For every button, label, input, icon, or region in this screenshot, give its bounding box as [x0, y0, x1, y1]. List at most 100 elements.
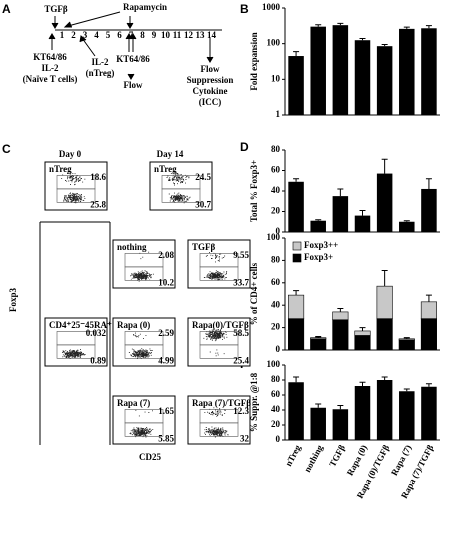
error-bar	[337, 22, 344, 26]
gate-lower-value: 0.89	[90, 355, 106, 365]
x-tick-label: TGFβ	[327, 443, 347, 468]
bar-segment	[376, 285, 393, 319]
legend-label: Foxp3+	[304, 252, 333, 262]
bar-segment	[310, 337, 327, 340]
gate-lower-value: 4.99	[158, 355, 174, 365]
end-label: Flow	[201, 64, 220, 74]
gate-lower	[199, 266, 239, 281]
gate-upper-value: 2.59	[158, 328, 174, 338]
gate-upper-value: 24.5	[195, 172, 211, 182]
error-bar	[337, 188, 344, 197]
flow-plot: nothing 2.08 10.2	[112, 239, 176, 289]
error-bar	[425, 178, 432, 189]
dots	[166, 172, 191, 204]
gate-lower	[124, 266, 164, 281]
error-bar	[381, 158, 388, 174]
plot-label: nTreg	[49, 164, 72, 174]
plot-label: CD4⁺25⁻45RA⁺	[49, 320, 112, 330]
y-tick-label: 40	[271, 185, 281, 195]
dots	[204, 407, 229, 438]
day-label: 5	[106, 30, 111, 40]
y-tick-label: 80	[271, 374, 281, 384]
y-tick-label: 60	[271, 277, 281, 287]
y-axis-label: % of CD4+ cells	[249, 262, 259, 325]
rapamycin-label: Rapamycin	[123, 2, 167, 12]
gate-lower	[161, 188, 201, 203]
y-tick-label: 0	[276, 434, 281, 444]
gate-lower-value: 32	[240, 433, 250, 443]
end-label: Suppression	[187, 75, 234, 85]
gate-lower-value: 30.7	[195, 199, 211, 209]
day-label: 14	[207, 30, 217, 40]
gate-lower-value: 25.4	[233, 355, 249, 365]
cd25-label: CD25	[139, 452, 161, 462]
error-bar	[381, 269, 388, 287]
bar-segment	[420, 318, 437, 351]
error-bar	[425, 25, 432, 29]
il2-label: (nTreg)	[86, 68, 115, 78]
panel-label: C	[2, 142, 11, 156]
y-axis-label: Total % Foxp3+	[249, 160, 259, 222]
flow-plot: CD4⁺25⁻45RA⁺0.032 0.89	[44, 317, 112, 367]
x-tick-label: Rapa (0)	[345, 443, 369, 477]
bar-segment	[332, 311, 349, 321]
gate-lower-value: 5.85	[158, 433, 174, 443]
y-tick-label: 1000	[262, 2, 281, 12]
error-bar	[425, 294, 432, 302]
bar	[376, 173, 393, 232]
bar	[421, 28, 437, 116]
bar	[332, 196, 349, 232]
y-tick-label: 20	[271, 322, 281, 332]
gate-lower-value: 25.8	[90, 199, 106, 209]
bar	[310, 407, 326, 440]
day-label: 8	[140, 30, 145, 40]
error-bar	[403, 26, 410, 29]
y-tick-label: 1	[276, 109, 281, 119]
error-bar	[293, 376, 300, 383]
dots	[130, 251, 154, 282]
error-bar	[315, 219, 322, 221]
y-tick-label: 100	[267, 232, 281, 242]
start-label: KT64/86	[33, 52, 67, 62]
panel-label: D	[240, 140, 249, 154]
plot-frame	[44, 161, 108, 211]
day-label: 6	[117, 30, 122, 40]
day-label: 2	[71, 30, 76, 40]
y-tick-label: 20	[271, 419, 281, 429]
gate-upper-value: 0.032	[86, 328, 107, 338]
gate-upper-value: 58.5	[233, 328, 249, 338]
error-bar	[293, 290, 300, 296]
gate-lower	[56, 344, 96, 359]
plot-frame	[44, 317, 108, 367]
bar	[354, 215, 371, 232]
gate-upper-value: 9.55	[233, 250, 249, 260]
legend-swatch	[292, 241, 302, 251]
dots	[128, 332, 153, 359]
plot-label: nTreg	[154, 164, 177, 174]
timeline-arrows	[48, 11, 222, 80]
error-bar	[315, 24, 322, 27]
restim-label: Flow	[124, 80, 143, 90]
bar-segment	[332, 319, 349, 351]
bar-segment	[398, 339, 415, 351]
y-tick-label: 0	[276, 226, 281, 236]
y-tick-label: 0	[276, 344, 281, 354]
flow-plot: Rapa (0) 2.59 4.99	[112, 317, 176, 367]
start-label: (Naïve T cells)	[23, 74, 78, 84]
bar-segment	[288, 294, 305, 319]
day-label: 3	[83, 30, 88, 40]
y-tick-label: 20	[271, 206, 281, 216]
error-bar	[403, 388, 410, 392]
bar	[332, 409, 349, 440]
day-label: 11	[173, 30, 182, 40]
start-label: IL-2	[41, 63, 59, 73]
gate-upper-value: 12.3	[233, 406, 249, 416]
day-label: 1	[60, 30, 65, 40]
panel-label: B	[240, 2, 249, 16]
foxp3-label: Foxp3	[8, 288, 18, 313]
bar	[288, 181, 304, 232]
day-label: 9	[152, 30, 157, 40]
y-axis-label: Fold expansion	[249, 32, 259, 90]
